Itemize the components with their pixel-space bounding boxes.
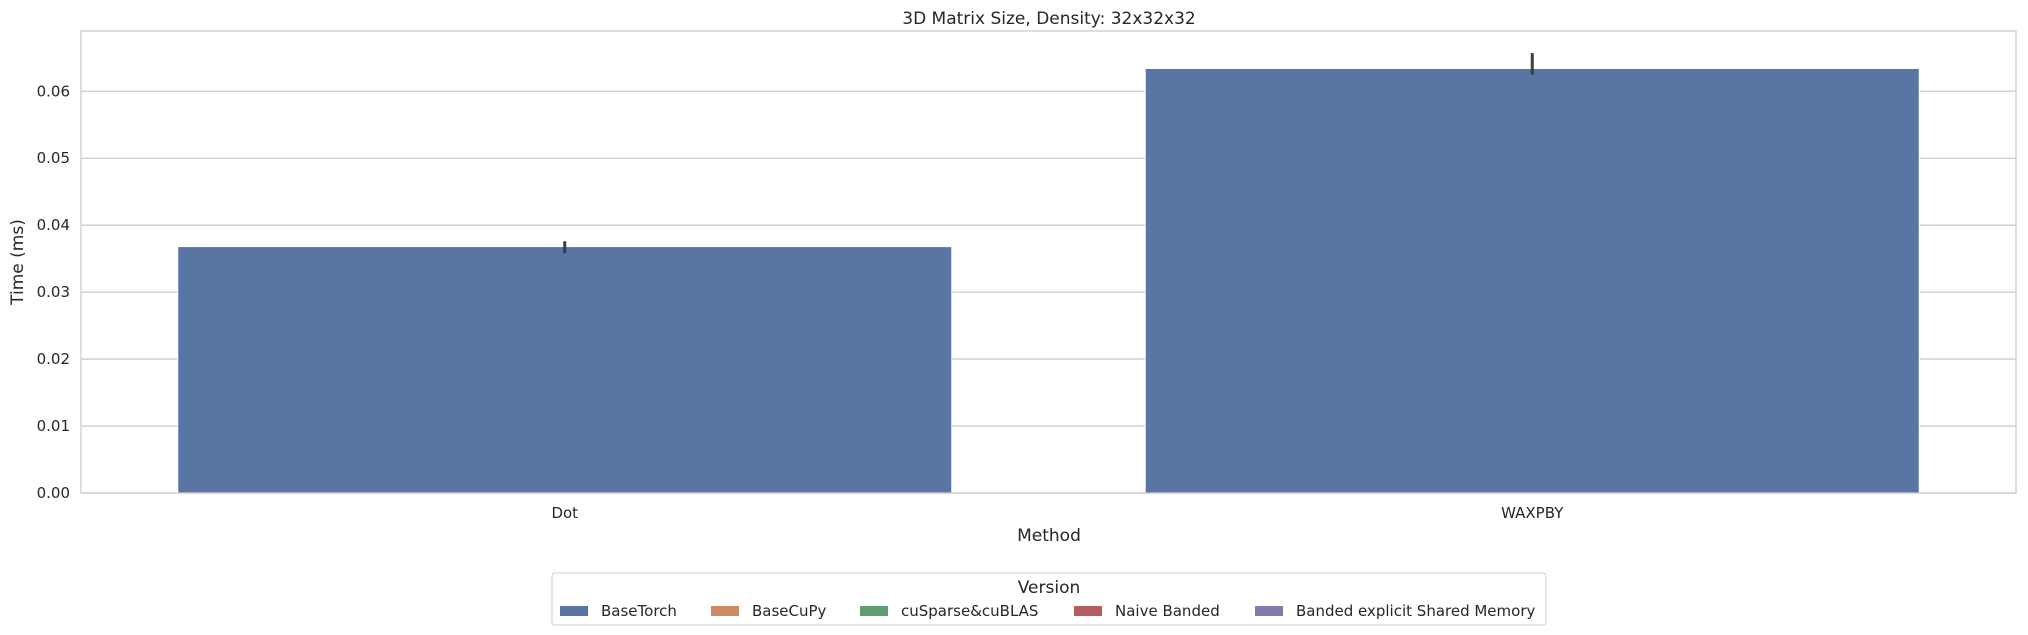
legend: Version BaseTorch BaseCuPy cuSparse&cuBLAS… [551,572,1547,626]
y-axis-title: Time (ms) [8,219,28,306]
x-tick-label: WAXPBY [1501,504,1564,522]
y-tick-label: 0.04 [37,216,70,234]
plot-frame [80,30,2017,494]
bars [177,67,1920,494]
y-tick-label: 0.06 [37,82,70,100]
legend-label: Banded explicit Shared Memory [1296,602,1535,620]
y-tick-label: 0.05 [37,149,70,167]
x-tick-labels: Dot WAXPBY [551,504,1564,522]
legend-label: Naive Banded [1115,602,1220,620]
bar-dot [177,246,953,494]
legend-swatch [560,606,588,616]
error-bars [563,53,1534,254]
y-tick-label: 0.01 [37,417,70,435]
legend-items: BaseTorch BaseCuPy cuSparse&cuBLAS Naive Ba… [560,602,1535,620]
legend-label: cuSparse&cuBLAS [901,602,1038,620]
legend-swatch [860,606,888,616]
legend-label: BaseCuPy [752,602,827,620]
legend-title: Version [1018,578,1081,598]
y-tick-labels: 0.00 0.01 0.02 0.03 0.04 0.05 0.06 [37,82,70,502]
y-tick-label: 0.00 [37,484,70,502]
legend-swatch [1074,606,1102,616]
y-tick-label: 0.03 [37,283,70,301]
chart-title: 3D Matrix Size, Density: 32x32x32 [902,9,1195,29]
y-tick-label: 0.02 [37,350,70,368]
x-axis-title: Method [1017,526,1081,546]
legend-label: BaseTorch [601,602,677,620]
legend-frame [551,572,1547,626]
legend-swatch [711,606,739,616]
x-tick-label: Dot [551,504,578,522]
legend-swatch [1255,606,1283,616]
bar-waxpby [1144,67,1920,494]
